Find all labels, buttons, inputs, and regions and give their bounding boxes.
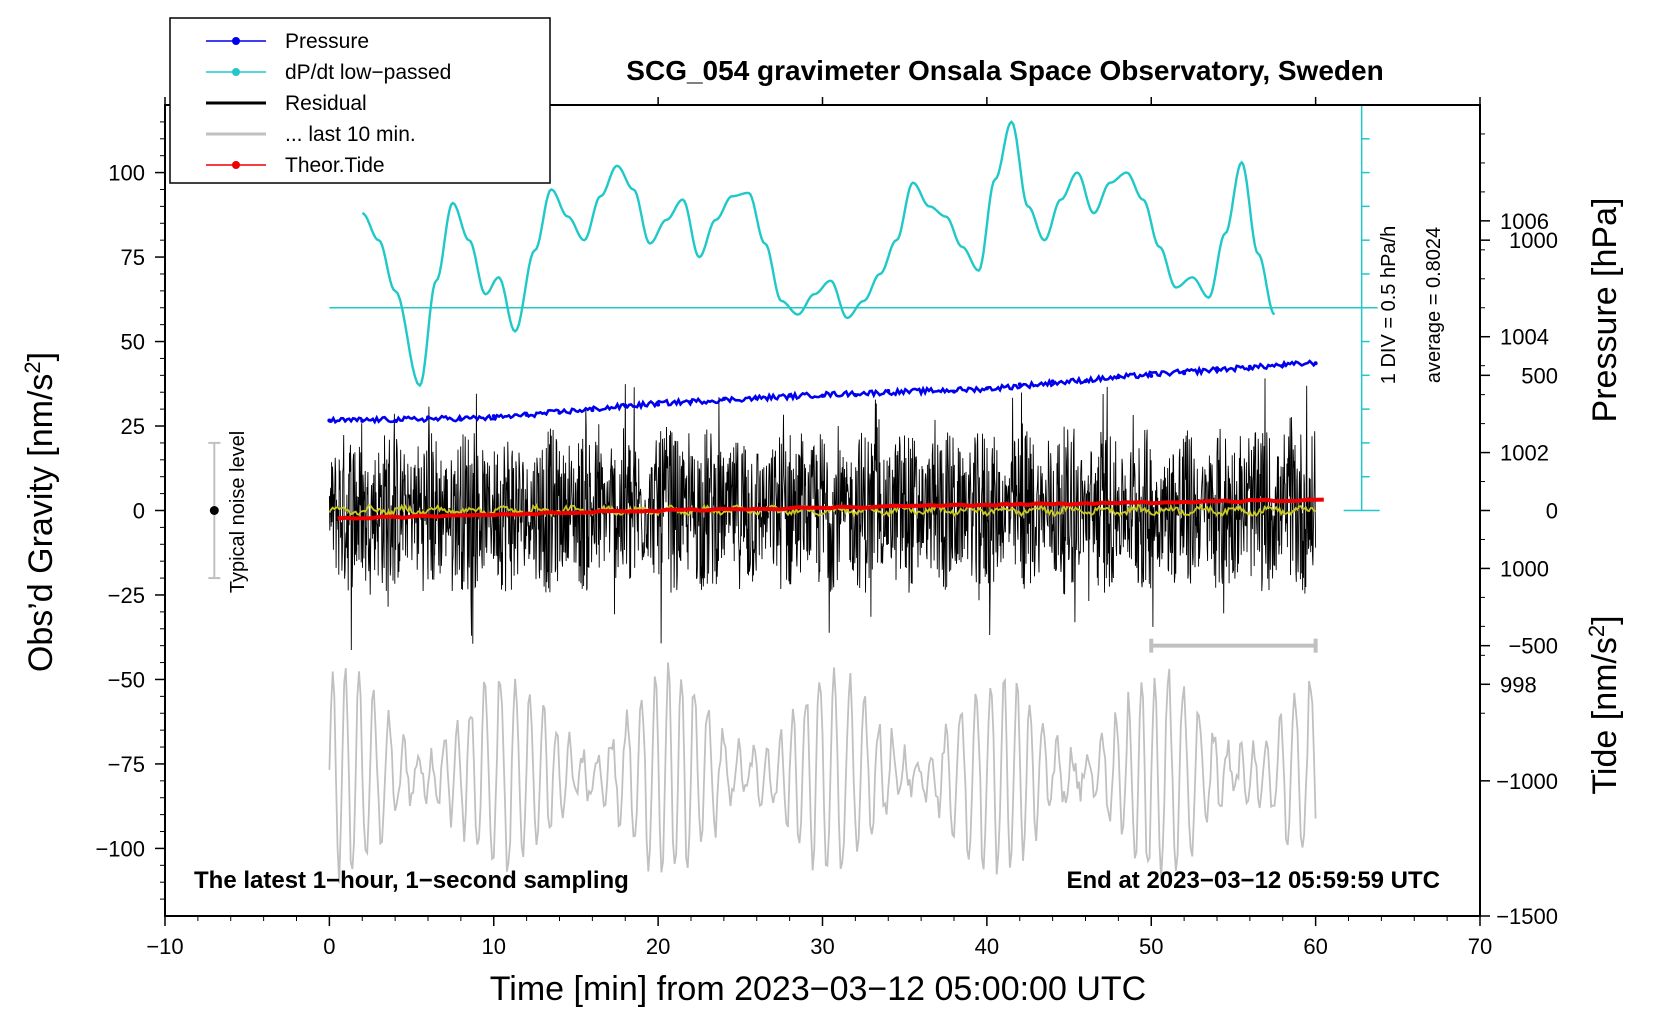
tide-tick-label: −1000 [1496, 769, 1558, 794]
tide-tick-label: 500 [1521, 363, 1558, 388]
pressure-point [656, 402, 661, 407]
left-tick-label: 100 [108, 161, 145, 186]
end-time-annotation: End at 2023−03−12 05:59:59 UTC [1066, 867, 1440, 894]
legend: Pressure dP/dt low−passed Residual ... last… [169, 17, 551, 184]
pressure-point [820, 393, 825, 398]
x-tick-label: −10 [146, 934, 183, 959]
pressure-point [557, 410, 562, 415]
pressure-point [952, 389, 956, 394]
pressure-point [327, 418, 332, 423]
legend-label: Pressure [285, 30, 369, 53]
legend-label: Theor.Tide [285, 154, 385, 177]
legend-marker [232, 37, 240, 45]
left-tick-label: 0 [133, 499, 145, 524]
left-tick-label: −50 [108, 667, 145, 692]
pressure-tick-label: 1002 [1500, 441, 1549, 466]
pressure-point [491, 414, 496, 419]
pressure-point [590, 408, 595, 413]
pressure-point [721, 396, 726, 401]
left-tick-label: −100 [95, 836, 145, 861]
x-tick-label: 30 [810, 934, 834, 959]
pressure-point [1116, 375, 1121, 380]
left-tick-label: −75 [108, 752, 145, 777]
raw-gravity-line [328, 662, 1317, 884]
dpdt-average-label: average = 0.8024 [1423, 227, 1445, 383]
plot-area [208, 104, 1380, 884]
pressure-point [393, 418, 398, 423]
pressure-tick-label: 1004 [1500, 325, 1549, 350]
pressure-line [329, 359, 1317, 425]
pressure-point [1083, 379, 1088, 384]
pressure-point [360, 418, 365, 423]
tide-tick-label: −1500 [1496, 904, 1558, 929]
sampling-annotation: The latest 1−hour, 1−second sampling [194, 867, 629, 894]
x-axis-title: Time [min] from 2023−03−12 05:00:00 UTC [490, 970, 1146, 1008]
pressure-axis-title: Pressure [hPa] [1586, 198, 1624, 423]
x-tick-label: 20 [646, 934, 670, 959]
legend-label: Residual [285, 92, 367, 115]
dpdt-scale-label: 1 DIV = 0.5 hPa/h [1378, 226, 1400, 384]
axes: −10 0 10 20 30 40 50 60 701007550250−25−50−75−10… [95, 97, 1558, 959]
x-tick-label: 60 [1303, 934, 1327, 959]
pressure-tick-label: 998 [1500, 672, 1537, 697]
pressure-point [689, 399, 693, 404]
pressure-point [1017, 382, 1022, 387]
legend-label: dP/dt low−passed [285, 61, 451, 84]
pressure-point [524, 412, 529, 417]
left-tick-label: −25 [108, 583, 145, 608]
left-tick-label: 25 [121, 414, 145, 439]
pressure-tick-label: 1000 [1500, 556, 1549, 581]
pressure-point [984, 386, 989, 391]
pressure-point [853, 393, 858, 398]
tide-tick-label: −500 [1508, 634, 1558, 659]
tide-tick-label: 0 [1546, 499, 1558, 524]
tide-tick-label: 1000 [1509, 228, 1558, 253]
legend-marker [232, 68, 240, 76]
theoretical-tide-line [337, 497, 1324, 521]
dpdt-line [361, 120, 1276, 388]
pressure-point [426, 415, 430, 420]
legend-label: ... last 10 min. [285, 123, 416, 146]
left-axis-title: Obs’d Gravity [nm/s2] [20, 352, 60, 672]
x-tick-label: 40 [975, 934, 999, 959]
chart-title: SCG_054 gravimeter Onsala Space Observat… [626, 55, 1383, 86]
legend-box [169, 17, 551, 184]
residual-line [328, 378, 1317, 651]
left-tick-label: 75 [121, 245, 145, 270]
residual-smoothed-line [328, 502, 1316, 519]
pressure-point [1050, 379, 1055, 384]
pressure-point [886, 388, 891, 393]
pressure-point [1215, 366, 1219, 371]
pressure-point [754, 396, 759, 401]
noise-bar-center-dot [209, 506, 219, 515]
pressure-point [1182, 371, 1187, 376]
pressure-point [1247, 364, 1252, 369]
left-tick-label: 50 [121, 330, 145, 355]
x-tick-label: 70 [1468, 934, 1492, 959]
pressure-point [1313, 361, 1318, 366]
pressure-tick-label: 1006 [1500, 209, 1549, 234]
x-tick-label: 10 [482, 934, 506, 959]
pressure-point [1149, 373, 1154, 378]
pressure-point [1280, 363, 1285, 368]
pressure-point [919, 389, 924, 394]
pressure-point [458, 417, 463, 422]
noise-level-label: Typical noise level [227, 431, 249, 593]
legend-marker [232, 161, 240, 169]
x-tick-label: 0 [323, 934, 335, 959]
tide-axis-title: Tide [nm/s2] [1584, 615, 1624, 794]
x-tick-label: 50 [1139, 934, 1163, 959]
pressure-point [623, 403, 628, 408]
pressure-point [787, 393, 792, 398]
